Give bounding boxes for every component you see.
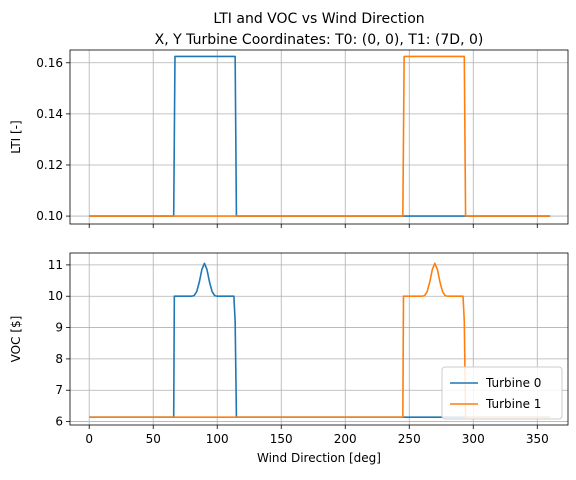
y-tick-label: 0.10 [36, 209, 63, 223]
x-tick-label: 300 [462, 432, 485, 446]
y-tick-label: 0.12 [36, 158, 63, 172]
legend-box [441, 366, 563, 420]
voc-subplot: 6 7 8 9 10 11 0 50 100 150 200 250 300 350 VOC [$] [9, 252, 569, 446]
legend: Turbine 0 Turbine 1 [441, 366, 563, 420]
x-tick-label: 150 [270, 432, 293, 446]
y-tick-label: 9 [55, 321, 63, 335]
chart-title-line2: X, Y Turbine Coordinates: T0: (0, 0), T1… [155, 32, 484, 48]
x-tick-label: 250 [398, 432, 421, 446]
legend-label: Turbine 0 [485, 376, 541, 390]
x-tick-label: 200 [334, 432, 357, 446]
y-tick-label: 0.14 [36, 107, 63, 121]
chart-title-line1: LTI and VOC vs Wind Direction [213, 11, 424, 27]
x-tick-label: 0 [85, 432, 93, 446]
y-tick-label: 6 [55, 415, 63, 429]
x-tick-label: 100 [206, 432, 229, 446]
series-line-turbine-1 [89, 55, 551, 217]
y-tick-label: 7 [55, 383, 63, 397]
y-tick-label: 8 [55, 352, 63, 366]
y-tick-label: 0.16 [36, 56, 63, 70]
y-axis-label: VOC [$] [9, 316, 23, 363]
legend-label: Turbine 1 [485, 397, 541, 411]
series-line-turbine-1 [89, 262, 551, 418]
x-tick-label: 350 [526, 432, 549, 446]
y-tick-label: 11 [48, 258, 63, 272]
y-axis-label: LTI [-] [9, 120, 23, 153]
x-axis-label: Wind Direction [deg] [257, 451, 381, 465]
axes-frame [69, 252, 569, 426]
lti-subplot: 0.10 0.12 0.14 0.16 LTI [-] [9, 49, 569, 228]
y-tick-label: 10 [48, 289, 63, 303]
axes-frame [69, 49, 569, 225]
x-tick-label: 50 [146, 432, 161, 446]
series-line-turbine-0 [89, 55, 551, 217]
